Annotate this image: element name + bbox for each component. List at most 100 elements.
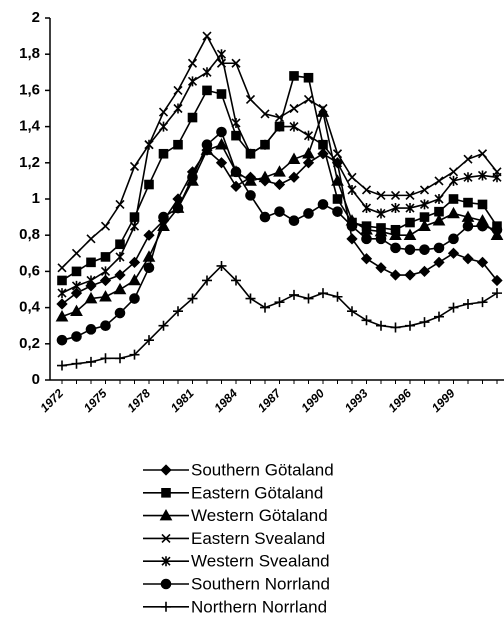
data-point	[187, 171, 198, 183]
y-tick-label: 2	[32, 9, 40, 26]
data-point	[113, 282, 127, 295]
data-point	[303, 130, 314, 141]
legend-marker	[161, 601, 171, 612]
data-point	[86, 356, 96, 367]
data-point	[216, 260, 227, 271]
data-point	[56, 298, 68, 310]
x-tick-label: 1972	[37, 386, 66, 415]
legend-marker	[161, 556, 171, 567]
data-point	[405, 203, 415, 214]
data-point	[419, 244, 430, 255]
data-point	[419, 185, 430, 195]
data-point	[128, 256, 141, 268]
series-line	[61, 130, 498, 341]
data-point	[158, 211, 169, 223]
data-point	[448, 233, 459, 245]
data-point	[273, 165, 286, 177]
data-point	[85, 324, 97, 335]
data-point	[332, 206, 343, 217]
data-point	[491, 224, 503, 236]
y-tick-label: 1,4	[19, 118, 41, 135]
data-point	[187, 76, 198, 87]
data-point	[361, 203, 372, 214]
data-point	[259, 211, 271, 223]
data-point	[375, 262, 387, 274]
data-point	[129, 161, 140, 171]
data-point	[360, 253, 373, 265]
data-point	[404, 244, 416, 255]
data-point	[187, 112, 198, 123]
legend-marker	[160, 464, 172, 476]
data-point	[346, 220, 358, 232]
data-point	[318, 139, 328, 150]
data-point	[302, 157, 315, 169]
data-point	[390, 190, 401, 200]
legend-label: Eastern Svealand	[191, 529, 325, 548]
y-tick-label: 1,8	[19, 45, 40, 62]
data-point	[245, 148, 256, 159]
data-point	[403, 228, 417, 240]
data-point	[187, 293, 198, 304]
data-point	[331, 174, 344, 186]
data-point	[260, 109, 270, 119]
data-point	[143, 229, 155, 241]
data-point	[447, 206, 460, 219]
x-tick-label: 1975	[81, 386, 110, 415]
data-point	[100, 252, 111, 262]
data-point	[287, 152, 301, 164]
data-point	[303, 94, 314, 105]
data-point	[347, 184, 357, 195]
data-point	[376, 190, 386, 200]
legend-label: Western Götaland	[191, 506, 328, 525]
data-point	[187, 58, 198, 68]
data-point	[70, 287, 83, 299]
data-point	[129, 349, 140, 360]
data-point	[447, 247, 460, 259]
data-point	[303, 293, 314, 304]
data-point	[258, 170, 272, 183]
data-point	[477, 297, 488, 308]
data-point	[71, 248, 82, 258]
data-point	[390, 322, 401, 333]
data-point	[332, 149, 343, 159]
data-point	[289, 289, 299, 300]
data-point	[274, 112, 285, 123]
data-point	[71, 331, 82, 342]
x-tick-label: 1981	[168, 386, 197, 415]
data-point	[86, 234, 96, 244]
data-point	[99, 274, 112, 287]
data-point	[215, 157, 228, 169]
data-point	[491, 274, 503, 287]
data-point	[202, 275, 212, 286]
data-point	[86, 275, 96, 286]
data-point	[332, 194, 343, 204]
data-point	[361, 315, 372, 326]
legend-label: Western Svealand	[191, 552, 330, 571]
data-point	[115, 251, 125, 262]
data-point	[244, 174, 257, 186]
data-point	[347, 306, 357, 317]
data-point	[289, 71, 299, 81]
data-point	[144, 335, 154, 346]
data-point	[463, 172, 473, 183]
y-tick-label: 1,2	[19, 154, 40, 171]
data-point	[361, 185, 372, 195]
data-point	[318, 103, 328, 114]
data-point	[492, 288, 502, 299]
x-tick-label: 1993	[342, 386, 371, 415]
data-point	[115, 239, 125, 250]
data-point	[158, 148, 169, 159]
data-point	[129, 221, 140, 232]
data-point	[144, 179, 154, 190]
data-point	[245, 94, 256, 105]
data-point	[202, 31, 212, 41]
data-point	[274, 297, 285, 308]
data-point	[231, 117, 241, 128]
data-point	[418, 219, 431, 231]
data-point	[317, 199, 329, 210]
data-point	[347, 172, 357, 182]
data-point	[289, 121, 299, 132]
data-point	[448, 302, 459, 313]
data-point	[477, 170, 488, 181]
